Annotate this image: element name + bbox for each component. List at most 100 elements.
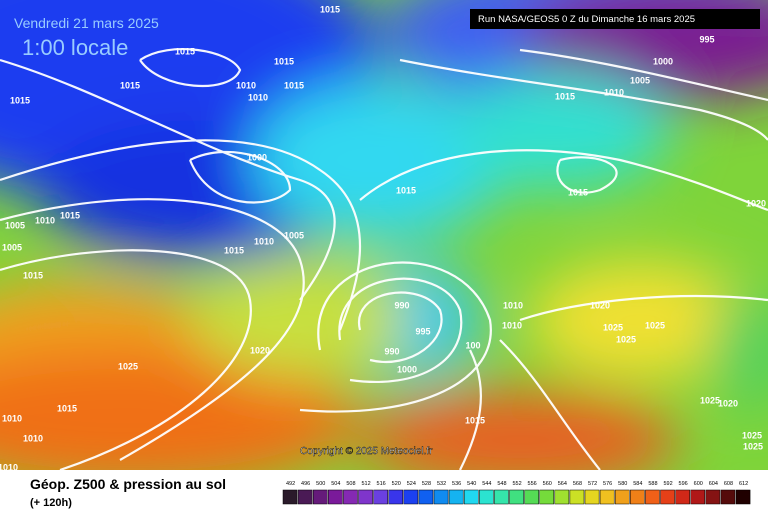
scale-label: 516 <box>377 481 386 487</box>
scale-cell <box>645 489 660 505</box>
scale-cell <box>524 489 539 505</box>
isobar-label: 1020 <box>250 345 270 355</box>
isobar-label: 1015 <box>23 270 43 280</box>
scale-label: 568 <box>573 481 582 487</box>
scale-cell <box>328 489 343 505</box>
isobar-label: 1020 <box>590 300 610 310</box>
scale-cell <box>735 489 751 505</box>
scale-label: 588 <box>648 481 657 487</box>
isobar-label: 1020 <box>718 398 738 408</box>
scale-label: 500 <box>316 481 325 487</box>
run-box <box>470 9 760 29</box>
scale-label: 504 <box>331 481 340 487</box>
isobar-label: 1010 <box>236 80 256 90</box>
date: Vendredi 21 mars 2025 <box>14 15 159 31</box>
isobar-label: 1015 <box>320 4 340 14</box>
scale-cell <box>463 489 479 505</box>
isobar-label: 1000 <box>653 56 673 66</box>
scale-label: 528 <box>422 481 431 487</box>
scale-cell <box>343 489 358 505</box>
scale-label: 512 <box>361 481 370 487</box>
scale-label: 548 <box>497 481 506 487</box>
isobar-label: 1025 <box>645 320 665 330</box>
scale-cell <box>433 489 449 505</box>
scale-label: 508 <box>346 481 355 487</box>
time: 1:00 locale <box>22 35 128 60</box>
scale-cell <box>630 489 645 505</box>
isobar-label: 995 <box>699 34 714 44</box>
scale-label: 524 <box>407 481 416 487</box>
scale-cell <box>494 489 509 505</box>
scale-cell <box>403 489 419 505</box>
isobar-label: 1015 <box>57 403 77 413</box>
isobar-label: 1005 <box>2 242 22 252</box>
scale-label: 596 <box>679 481 688 487</box>
scale-cell <box>358 489 373 505</box>
isobar-label: 1015 <box>60 210 80 220</box>
scale-cell <box>479 489 494 505</box>
scale-cell <box>584 489 600 505</box>
isobar-label: 1025 <box>700 395 720 405</box>
scale-cell <box>720 489 736 505</box>
isobar-label: 1015 <box>274 56 294 66</box>
scale-label: 552 <box>512 481 521 487</box>
scale-cell <box>569 489 585 505</box>
scale-label: 540 <box>467 481 476 487</box>
scale-label: 496 <box>301 481 310 487</box>
isobar-label: 1020 <box>746 198 766 208</box>
scale-label: 612 <box>739 481 748 487</box>
scale-label: 544 <box>482 481 491 487</box>
isobar-label: 1010 <box>604 87 624 97</box>
isobar-label: 1015 <box>396 185 416 195</box>
scale-cell <box>418 489 434 505</box>
scale-label: 492 <box>286 481 295 487</box>
isobar-label: 1025 <box>603 322 623 332</box>
scale-cell <box>599 489 615 505</box>
scale-cell <box>690 489 706 505</box>
scale-cell <box>554 489 570 505</box>
scale-label: 572 <box>588 481 597 487</box>
isobar-label: 1010 <box>248 92 268 102</box>
field <box>0 0 768 470</box>
scale-label: 604 <box>709 481 718 487</box>
isobar-label: 990 <box>384 346 399 356</box>
color-scale: 492 496 500 504 508 512 516 520 524 528 532 536 540 5… <box>282 481 751 505</box>
isobar-label: 1000 <box>247 152 267 162</box>
lead-time: (+ 120h) <box>30 497 72 509</box>
scale-cell <box>297 489 313 505</box>
isobar-label: 1015 <box>568 187 588 197</box>
isobar-label: 990 <box>394 300 409 310</box>
scale-cell <box>312 489 328 505</box>
isobar-label: 1025 <box>118 361 138 371</box>
isobar-label: 1005 <box>5 220 25 230</box>
scale-label: 560 <box>543 481 552 487</box>
isobar-label: 1015 <box>224 245 244 255</box>
scale-cell <box>282 489 298 505</box>
isobar-label: 1010 <box>254 236 274 246</box>
isobar-label: 1015 <box>284 80 304 90</box>
scale-label: 576 <box>603 481 612 487</box>
isobar-label: 1015 <box>120 80 140 90</box>
isobar-label: 1010 <box>2 413 22 423</box>
scale-cell <box>373 489 388 505</box>
scale-cell <box>539 489 555 505</box>
isobar-label: 1010 <box>23 433 43 443</box>
isobar-label: 1000 <box>397 364 417 374</box>
scale-label: 592 <box>663 481 672 487</box>
scale-label: 584 <box>633 481 642 487</box>
scale-cell <box>660 489 675 505</box>
scale-cell <box>675 489 690 505</box>
scale-cell <box>509 489 524 505</box>
isobar-label: 100 <box>465 340 480 350</box>
run-info: Run NASA/GEOS5 0 Z du Dimanche 16 mars 2… <box>478 14 695 25</box>
scale-label: 556 <box>528 481 537 487</box>
scale-cell <box>448 489 464 505</box>
scale-label: 580 <box>618 481 627 487</box>
copyright: Copyright © 2025 Meteociel.fr <box>300 446 433 457</box>
scale-cell <box>388 489 404 505</box>
isobar-label: 1025 <box>743 441 763 451</box>
isobar-label: 1025 <box>742 430 762 440</box>
isobar-label: 1015 <box>465 415 485 425</box>
scale-cell <box>614 489 630 505</box>
